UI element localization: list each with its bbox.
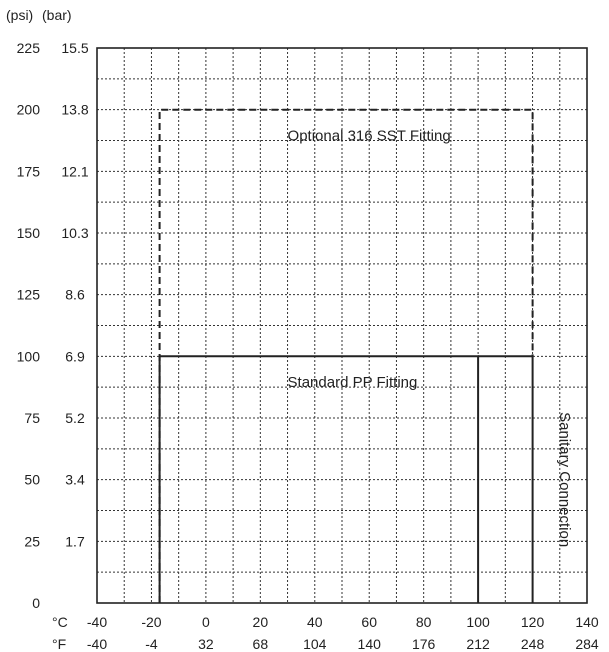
plot-frame xyxy=(96,47,588,604)
y-tick-label-psi: 0 xyxy=(32,595,40,611)
x-tick-label-fahrenheit: 32 xyxy=(198,636,214,652)
x-tick-label-celsius: 60 xyxy=(361,614,377,630)
x-tick-label-celsius: 40 xyxy=(307,614,323,630)
y-tick-label-psi: 100 xyxy=(17,348,41,364)
y-tick-label-bar: 15.5 xyxy=(61,40,88,56)
annotation-sanitary-connection: Sanitary Connection xyxy=(556,412,573,547)
y-tick-labels: 0 25 1.7 50 3.4 75 5.2 100 6.9 125 8.6 150 10.3 175 12… xyxy=(17,40,89,611)
psi-unit-label: (psi) xyxy=(6,7,33,23)
x-tick-label-celsius: -20 xyxy=(141,614,161,630)
x-tick-label-celsius: 20 xyxy=(253,614,269,630)
annotations: Optional 316 SST Fitting Standard PP Fitt… xyxy=(288,128,573,548)
x-tick-label-fahrenheit: 284 xyxy=(575,636,599,652)
y-tick-label-bar: 3.4 xyxy=(65,472,85,488)
x-tick-label-fahrenheit: 212 xyxy=(466,636,490,652)
y-tick-label-psi: 175 xyxy=(17,163,41,179)
y-tick-label-bar: 8.6 xyxy=(65,287,85,303)
y-tick-label-psi: 75 xyxy=(24,410,40,426)
y-tick-label-bar: 5.2 xyxy=(65,410,85,426)
series xyxy=(158,108,534,603)
fahrenheit-unit-label: °F xyxy=(52,636,66,652)
x-tick-label-celsius: 140 xyxy=(575,614,599,630)
annotation-standard-pp-fitting: Standard PP Fitting xyxy=(288,374,418,391)
y-tick-label-psi: 50 xyxy=(24,472,40,488)
x-tick-label-fahrenheit: 104 xyxy=(303,636,327,652)
y-tick-label-bar: 13.8 xyxy=(61,102,88,118)
x-tick-label-fahrenheit: -4 xyxy=(145,636,158,652)
x-tick-labels: -40-40-20-403220684010460140801761002121… xyxy=(87,614,599,652)
x-tick-label-celsius: -40 xyxy=(87,614,107,630)
x-tick-label-fahrenheit: 176 xyxy=(412,636,436,652)
x-tick-label-fahrenheit: 68 xyxy=(253,636,269,652)
y-tick-label-bar: 10.3 xyxy=(61,225,88,241)
y-tick-label-psi: 125 xyxy=(17,287,41,303)
y-tick-label-bar: 6.9 xyxy=(65,348,85,364)
bar-unit-label: (bar) xyxy=(42,7,72,23)
x-tick-label-fahrenheit: 248 xyxy=(521,636,545,652)
y-tick-label-psi: 25 xyxy=(24,533,40,549)
y-tick-label-psi: 225 xyxy=(17,40,41,56)
x-tick-label-celsius: 100 xyxy=(466,614,490,630)
y-tick-label-bar: 12.1 xyxy=(61,163,88,179)
celsius-unit-label: °C xyxy=(52,614,68,630)
y-tick-label-bar: 1.7 xyxy=(65,533,85,549)
y-tick-label-psi: 150 xyxy=(17,225,41,241)
series-line-sanitary-connection xyxy=(478,355,534,603)
x-tick-label-fahrenheit: -40 xyxy=(87,636,107,652)
x-tick-label-celsius: 0 xyxy=(202,614,210,630)
x-tick-label-fahrenheit: 140 xyxy=(358,636,382,652)
series-line-standard-pp-fitting xyxy=(158,355,480,603)
x-tick-label-celsius: 120 xyxy=(521,614,545,630)
annotation-optional-316-sst-fitting: Optional 316 SST Fitting xyxy=(288,128,451,145)
y-tick-label-psi: 200 xyxy=(17,102,41,118)
x-tick-label-celsius: 80 xyxy=(416,614,432,630)
